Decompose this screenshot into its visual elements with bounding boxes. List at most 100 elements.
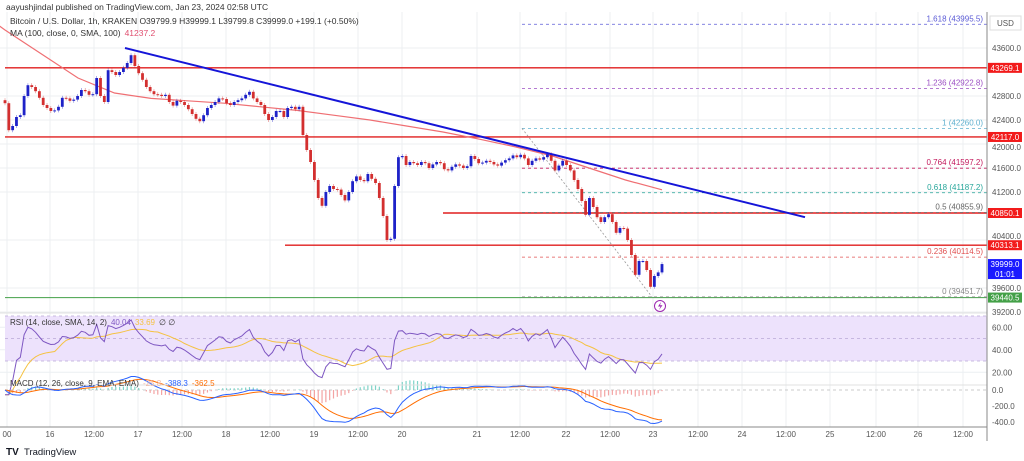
grid: [0, 12, 987, 427]
candle-up: [641, 261, 645, 262]
candle-down: [649, 270, 652, 287]
published-text: aayushjindal published on TradingView.co…: [6, 2, 268, 12]
candle-down: [186, 105, 190, 110]
macd-histogram-bar: [306, 390, 308, 395]
macd-histogram-bar: [634, 390, 636, 397]
candle-down: [99, 78, 102, 96]
rsi-tick-label: 60.00: [992, 323, 1013, 332]
candle-down: [595, 207, 599, 218]
candle-up: [76, 96, 79, 100]
candle-up: [637, 261, 641, 275]
macd-hist-value: -25.8: [143, 379, 162, 388]
macd-histogram-bar: [191, 390, 193, 395]
candle-up: [389, 238, 393, 240]
currency-box[interactable]: [989, 15, 1022, 31]
macd-histogram-bar: [329, 390, 331, 401]
price-axis[interactable]: 43600.0 42800.0 42400.0 42000.0 41600.0 41200…: [988, 44, 1022, 427]
macd-histogram-bar: [237, 388, 239, 390]
candle-up: [11, 126, 15, 131]
macd-histogram-bar: [298, 389, 300, 390]
time-axis[interactable]: 00 16 12:00 17 12:00 18 12:00 19 12:00 20 21 12:00 2…: [3, 430, 974, 439]
macd-histogram-bar: [485, 389, 487, 390]
candle-down: [645, 261, 649, 270]
candle-down: [477, 159, 481, 164]
price-tick-label: 39200.0: [992, 308, 1021, 317]
macd-histogram-bar: [642, 390, 644, 396]
macd-legend-label[interactable]: MACD (12, 26, close, 9, EMA, EMA): [10, 379, 139, 388]
candle-down: [37, 91, 41, 98]
macd-histogram-bar: [619, 390, 621, 395]
candle-up: [652, 276, 656, 287]
candle-up: [206, 108, 209, 116]
price-tag-label: 39999.0: [991, 260, 1020, 269]
fib-level-label: 1 (42260.0): [942, 118, 983, 127]
time-tick-label: 20: [398, 430, 407, 439]
macd-tick-label: -200.0: [992, 402, 1015, 411]
candle-up: [15, 117, 18, 126]
rsi-pane: [5, 315, 987, 396]
macd-histogram-bar: [439, 385, 442, 390]
candle-down: [179, 100, 183, 102]
price-tick-label: 42400.0: [992, 116, 1021, 125]
macd-histogram-bar: [512, 389, 514, 390]
macd-histogram-bar: [378, 386, 380, 390]
candle-up: [129, 55, 133, 63]
candle-up: [400, 156, 404, 158]
candle-up: [347, 192, 351, 201]
candle-down: [622, 228, 626, 229]
price-tag: [988, 62, 1022, 73]
candle-down: [412, 162, 416, 164]
candle-down: [515, 155, 519, 158]
candle-up: [209, 105, 213, 108]
ma-legend-label[interactable]: MA (100, close, 0, SMA, 100): [10, 28, 121, 38]
candle-down: [309, 150, 312, 162]
candle-up: [484, 160, 488, 163]
candle-up: [557, 165, 561, 171]
lightning-icon[interactable]: [654, 300, 666, 312]
currency-label: USD: [997, 19, 1014, 28]
candle-down: [282, 111, 286, 117]
macd-histogram-bar: [627, 390, 629, 394]
candle-up: [503, 160, 507, 163]
macd-histogram-bar: [122, 386, 125, 390]
rsi-legend-label[interactable]: RSI (14, close, SMA, 14, 2): [10, 318, 107, 327]
trendline[interactable]: [124, 47, 806, 219]
candle-down: [259, 102, 263, 105]
macd-histogram-bar: [558, 390, 560, 392]
macd-histogram-bar: [355, 388, 358, 390]
macd-histogram-bar: [271, 390, 273, 392]
macd-histogram-bar: [241, 387, 243, 390]
time-tick-label: 12:00: [953, 430, 974, 439]
candle-down: [171, 102, 175, 106]
candle-down: [614, 222, 618, 233]
candle-down: [316, 180, 320, 198]
candle-down: [584, 201, 588, 215]
symbol-legend[interactable]: Bitcoin / U.S. Dollar, 1h, KRAKEN O39799…: [10, 16, 359, 26]
macd-histogram-bar: [573, 390, 575, 393]
macd-histogram-bar: [600, 390, 602, 398]
candle-down: [293, 106, 297, 110]
fib-level-label: 0 (39451.7): [942, 287, 983, 296]
macd-histogram-bar: [623, 390, 625, 394]
macd-histogram-bar: [581, 390, 583, 396]
candle-up: [18, 115, 22, 117]
macd-histogram-bar: [397, 385, 400, 390]
macd-histogram-bar: [149, 390, 151, 393]
time-tick-label: 12:00: [260, 430, 281, 439]
macd-histogram-bar: [157, 390, 159, 395]
macd-histogram-bar: [565, 390, 568, 392]
candles: [3, 53, 664, 289]
macd-histogram-bar: [161, 390, 163, 395]
macd-histogram-bar: [649, 390, 652, 396]
candle-up: [274, 111, 278, 117]
candle-down: [553, 160, 557, 171]
tradingview-logo[interactable]: TV TradingView: [6, 447, 76, 458]
candle-down: [30, 85, 34, 87]
price-tag-label: 42117.0: [991, 133, 1020, 142]
candle-down: [332, 186, 335, 189]
macd-histogram-bar: [371, 384, 373, 390]
trendline-segment: [124, 47, 806, 219]
macd-histogram-bar: [252, 387, 254, 390]
candle-up: [481, 162, 484, 164]
